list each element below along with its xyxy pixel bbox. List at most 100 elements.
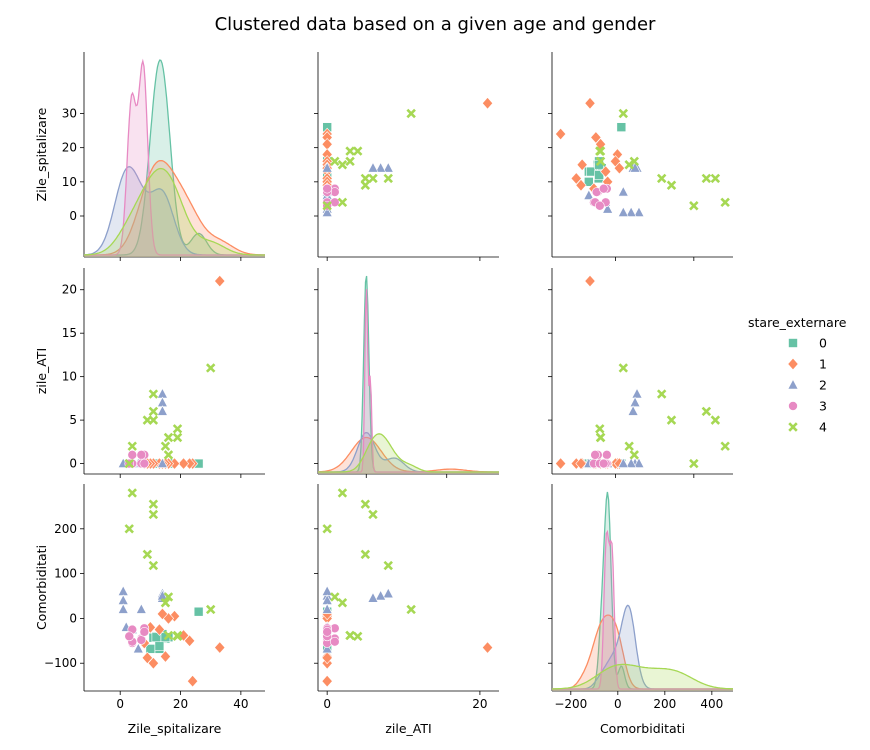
data-point-series-4 [368,173,378,184]
marker-stroke [629,450,639,460]
y-tick-label: 0 [69,457,77,471]
marker-stroke [701,406,712,417]
data-point-series-4 [127,488,137,498]
data-point-series-4 [148,560,159,571]
x-tick-label: 0 [614,697,622,711]
panel-Comorbiditati-vs-Zile_spitalizare: 0 20 40 −100 0 100 200 [44,484,265,711]
data-point-series-2 [135,603,147,614]
data-point-series-4 [360,499,371,509]
data-point-series-4 [383,173,393,184]
data-point-series-4 [172,630,183,641]
data-point-series-2 [321,162,333,173]
data-point-series-4 [163,592,174,602]
data-point-series-4 [720,441,730,451]
chart-title: Clustered data based on a given age and … [215,14,656,35]
y-tick-label: 0 [69,611,77,625]
data-point-series-1 [214,641,226,654]
y-axis-label-Zile_spitalizare: Zile_spitalizare [34,107,49,201]
marker-stroke [205,363,216,373]
data-point-series-4 [322,201,332,211]
data-point-series-2 [627,405,639,416]
data-point-series-3 [598,183,609,194]
data-point-series-4 [148,499,159,509]
data-point-series-2 [321,603,333,614]
data-point-series-1 [177,457,190,470]
data-point-series-1 [214,274,226,288]
marker-stroke [163,432,174,443]
data-point-series-4 [360,180,371,190]
legend-entry-2: 2 [787,378,827,393]
data-point-series-3 [602,450,612,460]
marker-stroke [595,432,606,443]
kde-fill-3 [318,289,499,474]
marker-stroke [160,441,171,451]
data-point-series-3 [322,183,332,194]
y-tick-label: 20 [62,283,77,297]
data-point-series-1 [186,674,199,688]
marker-stroke [337,160,348,170]
marker-stroke [345,630,355,641]
data-point-series-3 [330,636,340,647]
marker-stroke [322,201,332,211]
data-point-series-1 [590,131,602,144]
y-tick-label: 10 [62,175,77,189]
data-point-series-2 [625,457,637,468]
data-point-series-4 [624,441,634,451]
marker-stroke [172,630,183,641]
data-point-series-2 [583,189,595,200]
marker-stroke [689,458,699,469]
marker-stroke [618,363,629,373]
x-tick-label: 0 [323,697,331,711]
marker-stroke [148,389,159,399]
legend-label-3: 3 [819,399,827,414]
data-point-series-4 [352,146,363,156]
data-point-series-3 [124,631,135,642]
kde-line-3 [318,289,499,473]
marker-stroke [172,424,183,434]
kde-fill-4 [84,168,265,257]
data-point-series-4 [163,450,174,460]
legend-marker-3 [788,401,798,411]
y-axis-label-Comorbiditati: Comorbiditati [34,545,49,630]
marker-stroke [595,146,606,156]
y-tick-label: 20 [62,141,77,155]
marker-stroke [360,499,371,509]
data-point-series-4 [345,630,355,641]
kde-fill-1 [552,615,733,691]
panel-Zile_spitalizare-vs-zile_ATI [314,52,499,261]
panel-zile_ATI-vs-Comorbiditati [548,268,733,478]
data-point-series-4 [629,450,639,460]
data-point-series-4 [148,509,159,520]
panel-zile_ATI-vs-zile_ATI [314,268,499,478]
legend-marker-0 [788,338,798,348]
kde-fill-1 [84,160,265,257]
marker-stroke [352,631,363,642]
marker-stroke [345,146,355,156]
panel-Comorbiditati-vs-Comorbiditati: −200 0 200 400 [548,484,733,711]
marker-stroke [127,441,137,451]
data-point-series-4 [148,406,159,417]
marker-stroke [701,173,712,184]
data-point-series-4 [595,424,605,434]
legend-marker-2 [787,378,799,390]
kde-fill-0 [318,276,499,474]
data-point-series-4 [689,201,699,211]
data-point-series-4 [360,549,371,560]
marker-stroke [710,415,721,425]
kde-line-3 [552,529,733,690]
data-point-series-1 [576,158,588,171]
data-point-series-4 [368,509,378,520]
marker-stroke [345,156,355,167]
data-point-series-4 [710,415,721,425]
kde-fill-0 [552,492,733,691]
data-point-series-2 [375,589,387,601]
data-point-series-4 [337,160,348,170]
marker-stroke [383,173,393,184]
data-point-series-4 [205,363,216,373]
marker-stroke [406,108,416,119]
data-point-series-4 [595,432,606,443]
y-tick-label: −100 [44,656,77,670]
data-point-series-2 [633,457,645,468]
data-point-series-0 [584,177,594,187]
data-point-series-4 [710,173,721,184]
